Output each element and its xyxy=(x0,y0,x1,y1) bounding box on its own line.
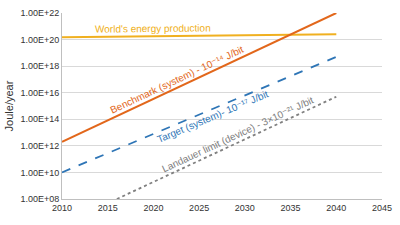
svg-text:Target (system)- 10⁻¹⁷ J/bit: Target (system)- 10⁻¹⁷ J/bit xyxy=(155,88,270,145)
svg-text:World's energy production: World's energy production xyxy=(95,22,211,34)
svg-text:2035: 2035 xyxy=(281,203,301,213)
svg-text:1.00E+18: 1.00E+18 xyxy=(20,61,59,71)
svg-text:1.00E+22: 1.00E+22 xyxy=(20,8,59,18)
svg-text:1.00E+10: 1.00E+10 xyxy=(20,168,59,178)
svg-text:2045: 2045 xyxy=(372,203,392,213)
svg-text:1.00E+20: 1.00E+20 xyxy=(20,35,59,45)
svg-text:2040: 2040 xyxy=(326,203,346,213)
svg-text:2015: 2015 xyxy=(98,203,118,213)
svg-text:2025: 2025 xyxy=(189,203,209,213)
svg-text:1.00E+12: 1.00E+12 xyxy=(20,141,59,151)
svg-text:1.00E+16: 1.00E+16 xyxy=(20,88,59,98)
svg-text:2020: 2020 xyxy=(143,203,163,213)
svg-text:Benchmark (system) - 10⁻¹⁴ J/b: Benchmark (system) - 10⁻¹⁴ J/bit xyxy=(109,44,246,116)
svg-text:2030: 2030 xyxy=(235,203,255,213)
svg-text:2010: 2010 xyxy=(52,203,72,213)
svg-text:1.00E+14: 1.00E+14 xyxy=(20,114,59,124)
svg-text:Landauer limit (device) - 3×10: Landauer limit (device) - 3×10⁻²¹ J/bit xyxy=(160,94,315,174)
svg-text:1.00E+08: 1.00E+08 xyxy=(20,194,59,204)
svg-text:Joule/year: Joule/year xyxy=(3,80,15,131)
